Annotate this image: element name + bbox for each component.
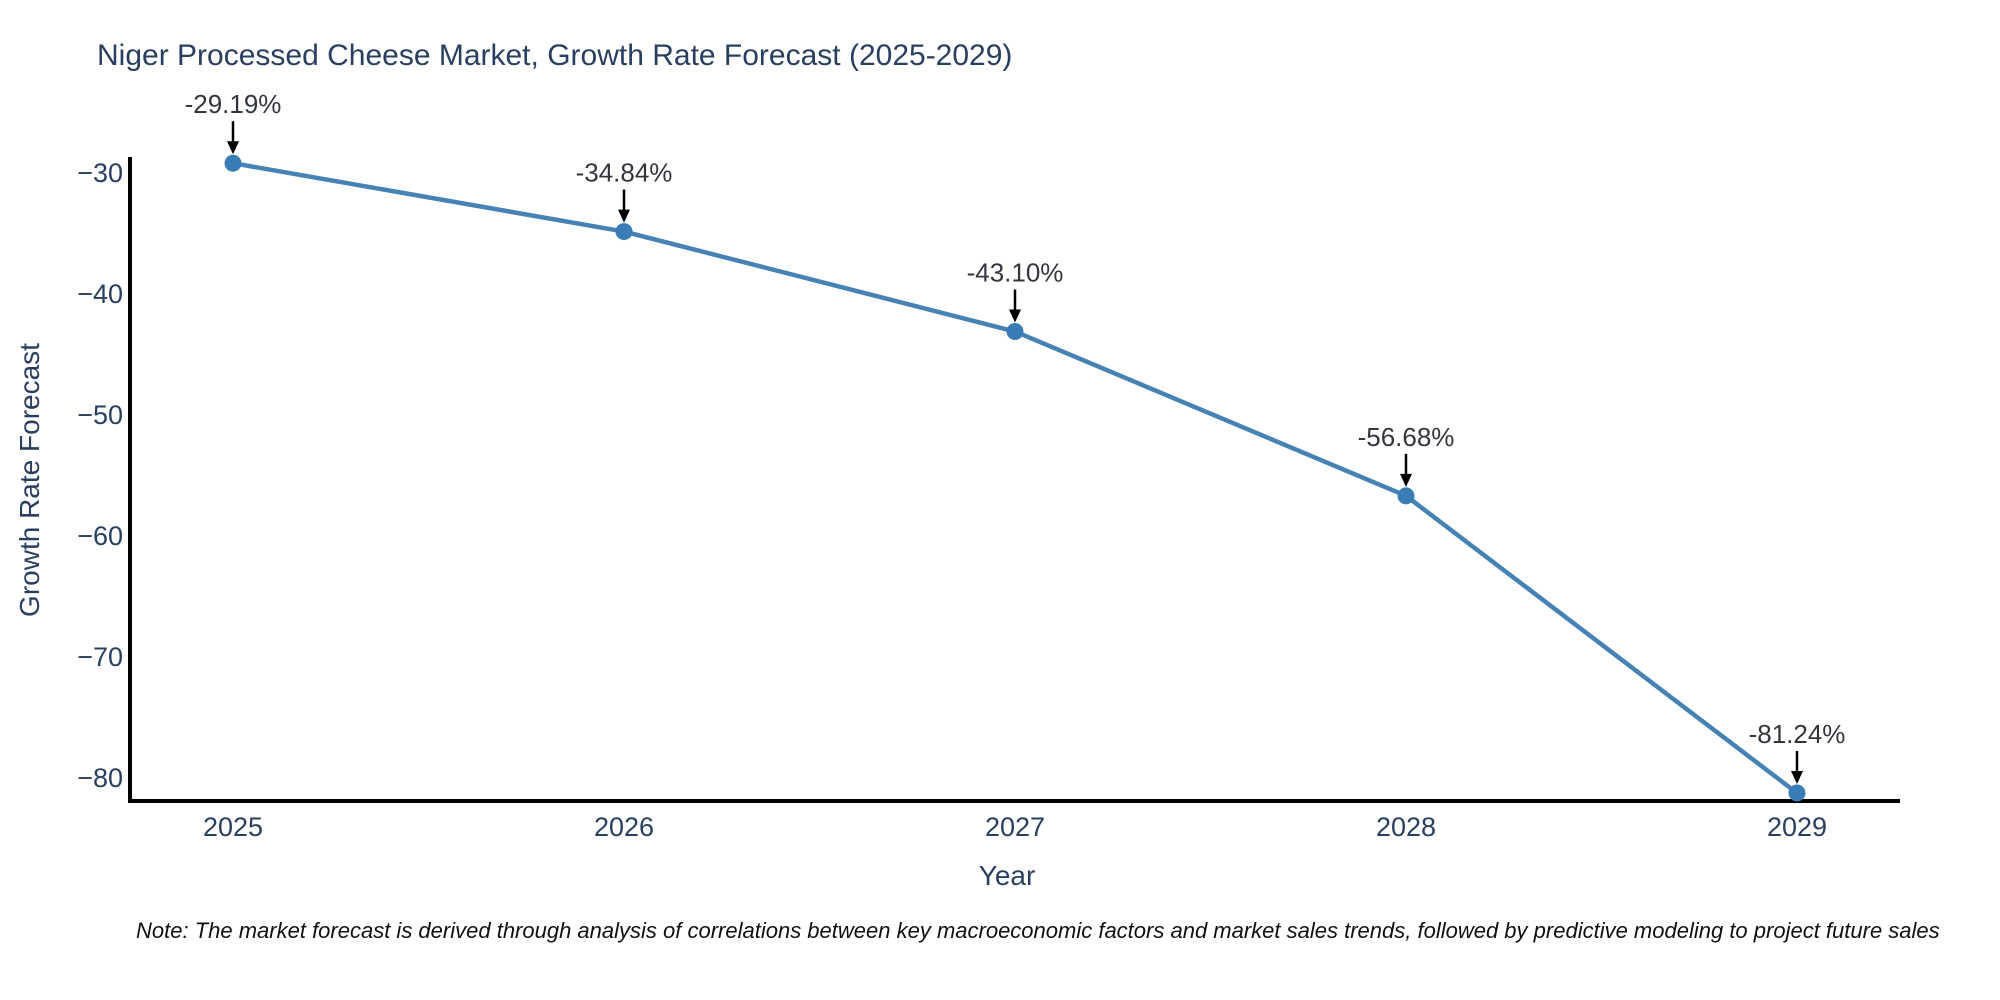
data-point-marker bbox=[1397, 487, 1415, 505]
y-tick-label: −30 bbox=[77, 158, 123, 188]
annotation-arrowhead bbox=[1400, 473, 1412, 487]
chart-footnote: Note: The market forecast is derived thr… bbox=[136, 918, 1940, 943]
chart-title: Niger Processed Cheese Market, Growth Ra… bbox=[97, 39, 1013, 72]
annotation-arrowhead bbox=[1791, 771, 1803, 785]
annotation-arrowhead bbox=[618, 209, 630, 223]
data-point-marker bbox=[224, 154, 242, 172]
data-point-label: -81.24% bbox=[1749, 719, 1846, 749]
data-point-label: -34.84% bbox=[576, 158, 673, 188]
y-tick-label: −40 bbox=[77, 279, 123, 309]
x-tick-label: 2026 bbox=[594, 812, 654, 842]
y-tick-label: −50 bbox=[77, 400, 123, 430]
x-tick-label: 2027 bbox=[985, 812, 1045, 842]
y-axis-title: Growth Rate Forecast bbox=[14, 343, 45, 617]
y-tick-label: −70 bbox=[77, 642, 123, 672]
data-point-label: -43.10% bbox=[967, 258, 1064, 288]
data-point-label: -29.19% bbox=[185, 89, 282, 119]
annotation-arrowhead bbox=[227, 141, 239, 155]
y-tick-label: −60 bbox=[77, 521, 123, 551]
x-tick-label: 2029 bbox=[1767, 812, 1827, 842]
data-point-marker bbox=[1006, 323, 1024, 341]
data-point-marker bbox=[1788, 784, 1806, 802]
y-tick-label: −80 bbox=[77, 763, 123, 793]
data-point-marker bbox=[615, 223, 633, 241]
data-point-label: -56.68% bbox=[1358, 422, 1455, 452]
x-tick-label: 2025 bbox=[203, 812, 263, 842]
x-tick-label: 2028 bbox=[1376, 812, 1436, 842]
annotation-arrowhead bbox=[1009, 309, 1021, 323]
x-axis-title: Year bbox=[978, 860, 1036, 891]
